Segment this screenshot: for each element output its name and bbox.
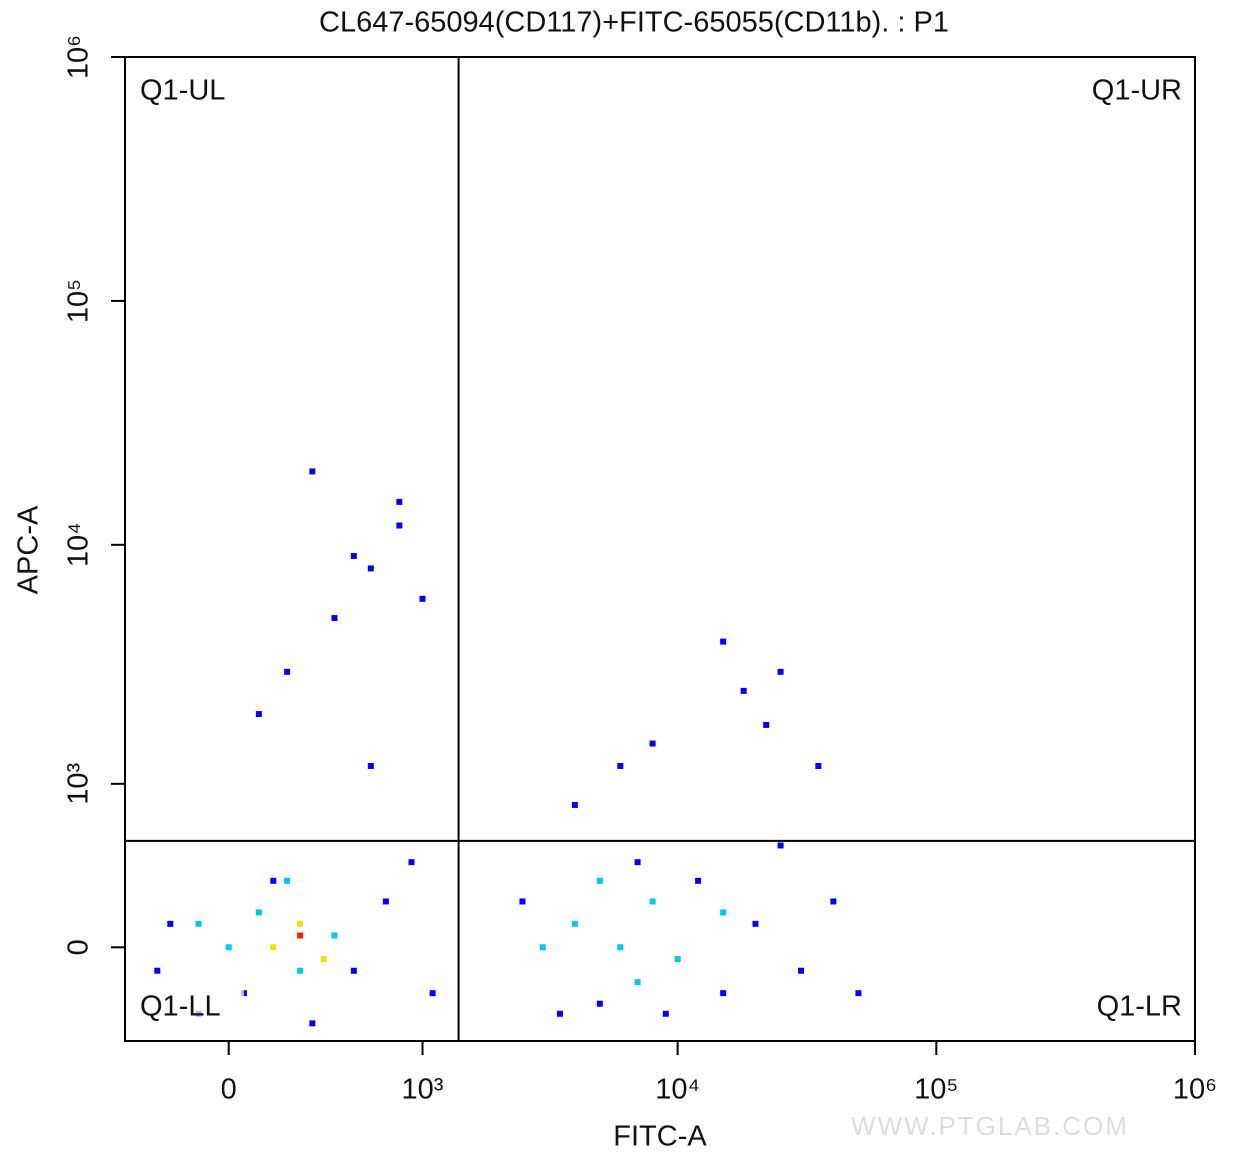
event-dot <box>763 721 770 728</box>
event-dot <box>617 944 624 951</box>
event-dot <box>617 762 624 769</box>
event-dot <box>167 920 174 927</box>
event-dot <box>662 1010 669 1017</box>
event-dot <box>777 668 784 675</box>
event-dot <box>720 909 727 916</box>
event-dot <box>519 898 526 905</box>
points <box>154 468 862 1027</box>
x-axis-label: FITC-A <box>613 1121 707 1153</box>
event-dot <box>195 920 202 927</box>
event-dot <box>284 877 291 884</box>
event-dot <box>855 990 862 997</box>
event-dot <box>297 932 304 939</box>
event-dot <box>634 979 641 986</box>
event-dot <box>634 859 641 866</box>
event-dot <box>396 498 403 505</box>
quadrant-label: Q1-LL <box>140 991 221 1023</box>
x-tick-label: 10³ <box>402 1074 444 1106</box>
event-dot <box>297 920 304 927</box>
event-dot <box>255 711 262 718</box>
event-dot <box>419 595 426 602</box>
event-dot <box>367 565 374 572</box>
x-tick-label: 10⁶ <box>1173 1074 1217 1106</box>
event-dot <box>752 920 759 927</box>
event-dot <box>798 967 805 974</box>
quadrant-label: Q1-UL <box>140 75 225 107</box>
watermark: WWW.PTGLAB.COM <box>851 1111 1129 1141</box>
event-dot <box>297 967 304 974</box>
event-dot <box>720 990 727 997</box>
event-dot <box>740 687 747 694</box>
event-dot <box>331 615 338 622</box>
event-dot <box>225 944 232 951</box>
event-dot <box>674 956 681 963</box>
event-dot <box>539 944 546 951</box>
event-dot <box>309 1020 316 1027</box>
quadrant-label: Q1-LR <box>1097 991 1182 1023</box>
y-axis-label: APC-A <box>13 505 45 594</box>
x-tick-label: 0 <box>221 1074 237 1106</box>
event-dot <box>154 967 161 974</box>
label-backdrop <box>136 990 244 1026</box>
event-dot <box>556 1010 563 1017</box>
event-dot <box>429 990 436 997</box>
event-dot <box>331 932 338 939</box>
event-dot <box>270 944 277 951</box>
event-dot <box>649 740 656 747</box>
event-dot <box>596 877 603 884</box>
event-dot <box>309 468 316 475</box>
event-dot <box>815 762 822 769</box>
y-tick-label: 10³ <box>63 763 95 805</box>
event-dot <box>367 762 374 769</box>
y-tick-label: 10⁶ <box>63 35 95 79</box>
event-dot <box>777 842 784 849</box>
event-dot <box>408 859 415 866</box>
y-tick-label: 10⁵ <box>63 279 95 323</box>
event-dot <box>350 967 357 974</box>
event-dot <box>255 909 262 916</box>
chart-title: CL647-65094(CD117)+FITC-65055(CD11b). : … <box>319 7 949 39</box>
event-dot <box>284 668 291 675</box>
event-dot <box>350 552 357 559</box>
event-dot <box>382 898 389 905</box>
event-dot <box>571 801 578 808</box>
quadrant-label: Q1-UR <box>1092 75 1182 107</box>
x-tick-label: 10⁴ <box>655 1074 700 1106</box>
y-tick-label: 10⁴ <box>63 522 95 567</box>
event-dot <box>830 898 837 905</box>
event-dot <box>596 1000 603 1007</box>
event-dot <box>695 877 702 884</box>
plot-frame <box>124 56 1196 1042</box>
event-dot <box>720 638 727 645</box>
event-dot <box>649 898 656 905</box>
event-dot <box>396 522 403 529</box>
x-tick-label: 10⁵ <box>914 1074 958 1106</box>
event-dot <box>320 956 327 963</box>
y-tick-label: 0 <box>63 939 95 955</box>
event-dot <box>270 877 277 884</box>
event-dot <box>571 920 578 927</box>
